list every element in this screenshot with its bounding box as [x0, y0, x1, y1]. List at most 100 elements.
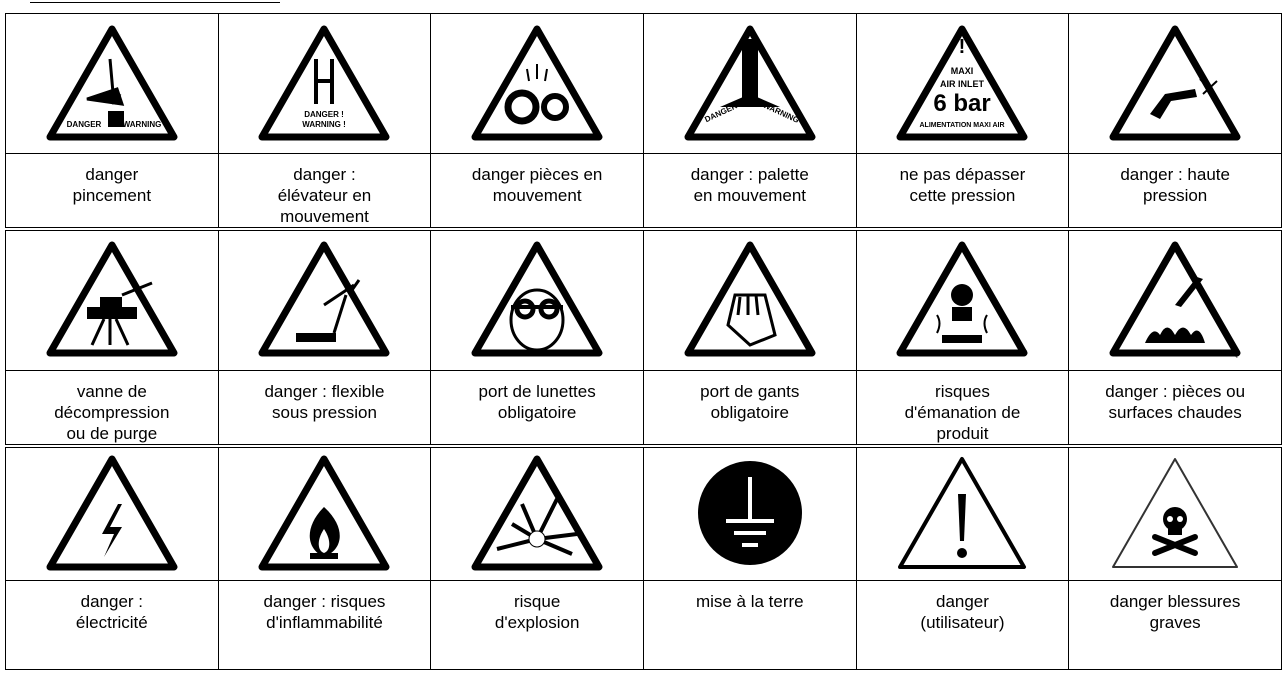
safety-icon: K [684, 241, 816, 358]
icon-cell: DANGER WARNING A [5, 13, 219, 154]
icon-cell: Q [1068, 227, 1282, 371]
icon-cell: F [430, 13, 644, 154]
icon-cell: L [430, 227, 644, 371]
caption-line: cette pression [909, 186, 1016, 205]
icon-letter: K [808, 349, 814, 358]
caption-line: danger [85, 165, 139, 184]
icon-letter: H [170, 349, 176, 358]
icon-letter: G [1233, 133, 1239, 142]
caption-line: port de gants [700, 381, 800, 401]
caption-cell: port de lunettes obligatoire [430, 369, 644, 446]
caption-line: surfaces chaudes [1108, 402, 1242, 422]
caption-line: risques [935, 381, 990, 401]
icon-letter: P [382, 563, 388, 572]
symbol-table: DANGER WARNING A DANGER ! WARNING ! D F DANGER W… [5, 13, 1282, 670]
caption-cell: risque d'explosion [430, 580, 644, 670]
caption-line: danger : pièces ou [1105, 381, 1246, 401]
icon-text: DANGER [66, 120, 101, 129]
icon-letter: J [381, 349, 387, 358]
icon-letter: E [808, 133, 814, 142]
icon-row: DANGER WARNING A DANGER ! WARNING ! D F DANGER W… [5, 13, 1282, 154]
caption-line: produit [936, 423, 989, 443]
icon-cell: K [642, 227, 857, 371]
caption-line: pression [1143, 186, 1208, 205]
caption-cell: danger : électricité [5, 580, 219, 670]
safety-icon: H [46, 241, 178, 358]
icon-letter: A [169, 133, 175, 142]
caption-cell: danger blessures graves [1068, 580, 1282, 670]
safety-icon: P [258, 455, 390, 572]
icon-text: DANGER ! [305, 110, 345, 119]
caption-line: danger : flexible [264, 381, 385, 401]
icon-cell: P [217, 443, 432, 581]
caption-line: ou de purge [66, 423, 158, 443]
caption-cell: port de gants obligatoire [642, 369, 857, 446]
icon-text: ! [959, 36, 966, 58]
caption-line: danger : [80, 592, 144, 611]
caption-cell: risques d'émanation de produit [855, 369, 1070, 446]
icon-text: MAXI [951, 66, 974, 76]
icon-cell: DANGER ! WARNING ! D [217, 13, 432, 154]
caption-cell: vanne de décompression ou de purge [5, 369, 219, 446]
icon-text: WARNING [122, 120, 161, 129]
safety-icon [1112, 457, 1239, 568]
caption-cell: danger : élévateur en mouvement [217, 153, 432, 230]
caption-cell: danger pièces en mouvement [430, 153, 644, 230]
caption-cell: danger : risques d'inflammabilité [217, 580, 432, 670]
icon-cell [855, 443, 1070, 581]
caption-line: sous pression [272, 402, 377, 422]
safety-icon: DANGER WARNING A [46, 25, 178, 142]
caption-cell: danger : flexible sous pression [217, 369, 432, 446]
icon-cell: M [855, 227, 1070, 371]
caption-line: risque [513, 592, 561, 611]
caption-line: mise à la terre [695, 592, 804, 611]
caption-line: en mouvement [693, 186, 807, 205]
caption-cell: mise à la terre [642, 580, 857, 670]
icon-cell: R [430, 443, 644, 581]
icon-cell: N [5, 443, 219, 581]
caption-line: d'émanation de [904, 402, 1021, 422]
caption-cell: ne pas dépasser cette pression [855, 153, 1070, 230]
icon-cell: J [217, 227, 432, 371]
icon-letter: F [595, 133, 601, 142]
caption-line: électricité [75, 613, 148, 632]
caption-line: mouvement [492, 186, 582, 205]
safety-icon [898, 456, 1027, 569]
icon-letter: M [1020, 349, 1027, 358]
caption-row: danger : électricité danger : risques d'inf… [5, 580, 1282, 670]
caption-line: graves [1149, 613, 1201, 632]
caption-line: décompression [54, 402, 170, 422]
icon-cell: H [5, 227, 219, 371]
caption-line: (utilisateur) [920, 613, 1005, 632]
caption-line: vanne de [76, 381, 147, 401]
caption-line: obligatoire [497, 402, 577, 422]
caption-cell: danger : pièces ou surfaces chaudes [1068, 369, 1282, 446]
caption-line: danger pièces en [471, 165, 603, 184]
caption-line: danger : haute [1120, 165, 1230, 184]
icon-letter: Q [1233, 349, 1239, 358]
icon-letter: C [1020, 133, 1026, 142]
caption-line: obligatoire [710, 402, 790, 422]
safety-icon: Q [1109, 241, 1241, 358]
icon-letter: D [382, 133, 388, 142]
safety-icon: G [1109, 25, 1241, 142]
caption-cell: danger : haute pression [1068, 153, 1282, 230]
caption-line: pincement [72, 186, 152, 205]
caption-line: danger : risques [263, 592, 386, 611]
caption-line: d'inflammabilité [266, 613, 383, 632]
caption-row: vanne de décompression ou de purge danger :… [5, 369, 1282, 446]
caption-cell: danger : palette en mouvement [642, 153, 857, 230]
icon-text: ALIMENTATION MAXI AIR [920, 122, 1005, 129]
icon-letter: R [595, 563, 601, 572]
icon-cell [1068, 443, 1282, 581]
caption-row: danger pincement danger : élévateur en mouve… [5, 153, 1282, 230]
caption-cell: danger (utilisateur) [855, 580, 1070, 670]
caption-line: élévateur en [277, 186, 372, 205]
safety-icon: DANGER !WARNING ! D [258, 25, 390, 142]
safety-icon: M [896, 241, 1028, 358]
